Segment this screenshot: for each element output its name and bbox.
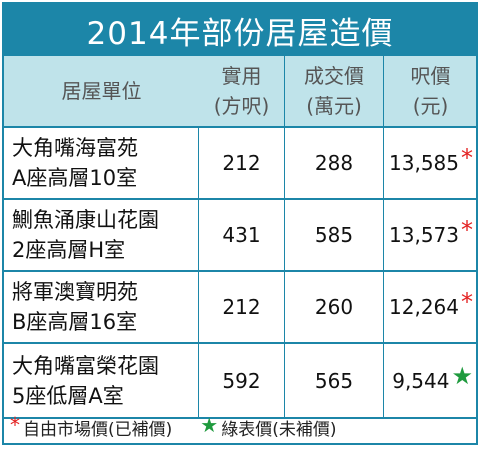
unit-name-line1: 鰂魚涌康山花園	[12, 208, 159, 232]
unit-name-line2: 2座高層H室	[12, 238, 126, 262]
table-row: 將軍澳寶明苑 B座高層16室 212 260 12,264 *	[4, 272, 476, 344]
legend-green-form-text: 綠表價(未補價)	[221, 419, 337, 440]
column-divider	[383, 272, 384, 342]
psf-cell: 12,264 *	[384, 272, 477, 342]
header-divider	[383, 56, 384, 126]
unit-name: 大角嘴海富苑 A座高層10室	[4, 128, 199, 198]
table-row: 鰂魚涌康山花園 2座高層H室 431 585 13,573 *	[4, 200, 476, 272]
unit-name-line1: 將軍澳寶明苑	[12, 280, 138, 304]
area-cell: 431	[222, 223, 261, 247]
psf-value: 13,573	[389, 223, 459, 247]
header-area-line1: 實用	[221, 64, 262, 88]
legend-free-market: * 自由市場價(已補價)	[10, 413, 173, 440]
unit-name-line2: 5座低層A室	[12, 383, 124, 408]
header-psf-line2: (元)	[412, 94, 449, 118]
free-market-star-icon: *	[461, 288, 473, 316]
table-body: 大角嘴海富苑 A座高層10室 212 288 13,585 * 鰂魚涌康山花園 …	[4, 128, 476, 419]
unit-name-line2: A座高層10室	[12, 166, 138, 190]
table-title: 2014年部份居屋造價	[4, 4, 476, 56]
price-cell: 565	[314, 368, 354, 393]
column-divider	[284, 200, 285, 270]
column-divider	[383, 344, 384, 417]
table-row: 大角嘴富榮花園 5座低層A室 592 565 9,544 ★	[4, 344, 476, 419]
free-market-star-icon: *	[10, 413, 20, 437]
header-psf-line1: 呎價	[410, 64, 451, 88]
green-form-star-icon: ★	[451, 361, 473, 390]
price-cell: 288	[314, 151, 354, 175]
unit-name-line1: 大角嘴富榮花園	[12, 353, 159, 378]
header-unit-label: 居屋單位	[61, 79, 142, 103]
psf-cell: 13,573 *	[384, 200, 477, 270]
column-divider	[284, 272, 285, 342]
legend-green-form: ★ 綠表價(未補價)	[200, 413, 337, 440]
unit-name: 將軍澳寶明苑 B座高層16室	[4, 272, 199, 342]
price-cell: 260	[314, 295, 354, 319]
header-price-line1: 成交價	[304, 64, 364, 88]
table-row: 大角嘴海富苑 A座高層10室 212 288 13,585 *	[4, 128, 476, 200]
header-area: 實用 (方呎)	[199, 56, 284, 126]
header-divider	[284, 56, 285, 126]
header-unit: 居屋單位	[4, 56, 199, 126]
psf-value: 9,544	[392, 368, 450, 393]
psf-value: 13,585	[389, 151, 459, 175]
price-table-card: 2014年部份居屋造價 居屋單位 實用 (方呎) 成交價 (萬元) 呎價 (元)…	[2, 2, 478, 445]
psf-cell: 13,585 *	[384, 128, 477, 198]
legend-free-market-text: 自由市場價(已補價)	[23, 419, 173, 440]
header-area-line2: (方呎)	[213, 94, 270, 118]
unit-name: 大角嘴富榮花園 5座低層A室	[4, 344, 199, 417]
area-cell: 212	[222, 151, 261, 175]
column-divider	[284, 128, 285, 198]
header-price: 成交價 (萬元)	[285, 56, 383, 126]
column-divider	[284, 344, 285, 417]
column-divider	[383, 128, 384, 198]
green-form-star-icon: ★	[200, 413, 219, 437]
free-market-star-icon: *	[461, 144, 473, 172]
price-cell: 585	[314, 223, 354, 247]
legend-footer: * 自由市場價(已補價) ★ 綠表價(未補價)	[4, 413, 476, 441]
unit-name-line2: B座高層16室	[12, 310, 138, 334]
header-price-line2: (萬元)	[306, 94, 362, 118]
psf-cell: 9,544 ★	[384, 344, 477, 417]
area-cell: 212	[222, 295, 261, 319]
unit-name: 鰂魚涌康山花園 2座高層H室	[4, 200, 199, 270]
area-cell: 592	[222, 368, 261, 393]
table-header: 居屋單位 實用 (方呎) 成交價 (萬元) 呎價 (元)	[4, 56, 476, 128]
psf-value: 12,264	[389, 295, 459, 319]
unit-name-line1: 大角嘴海富苑	[12, 136, 138, 160]
column-divider	[383, 200, 384, 270]
header-psf: 呎價 (元)	[384, 56, 477, 126]
free-market-star-icon: *	[461, 216, 473, 244]
